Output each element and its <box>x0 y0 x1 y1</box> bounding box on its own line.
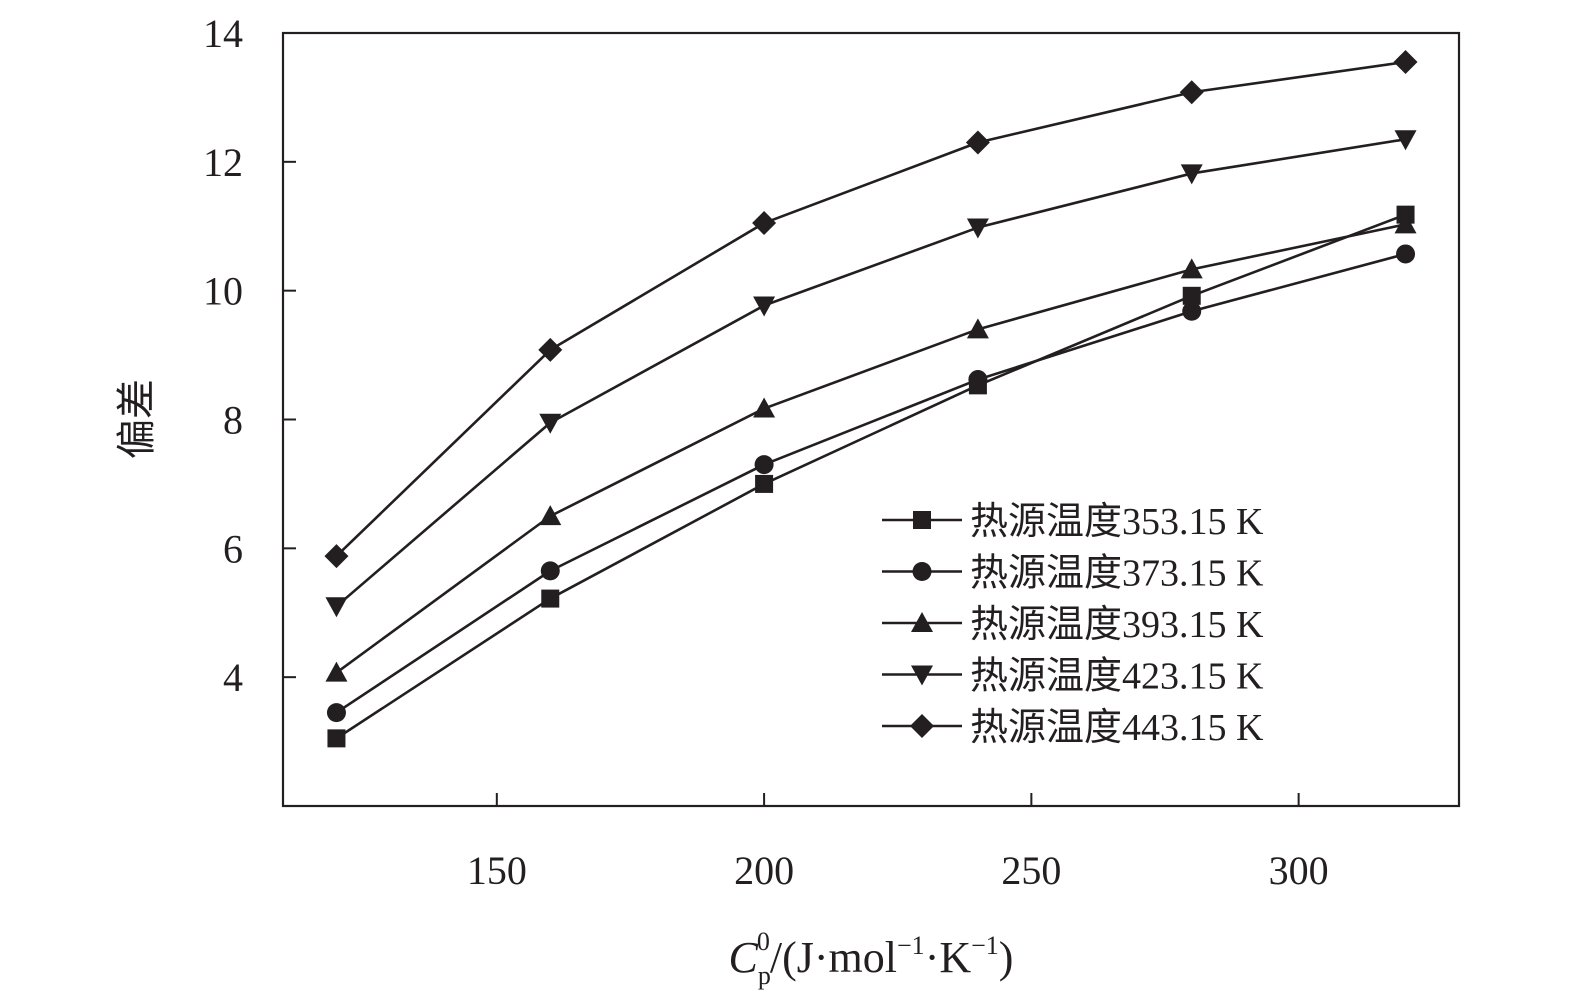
x-axis: 150 200 250 300 <box>467 793 1329 893</box>
data-point <box>1182 301 1202 321</box>
x-axis-label-exp1: −1 <box>897 931 925 960</box>
x-axis-label-unit-mid: ·K <box>925 933 972 982</box>
legend-marker <box>910 714 934 738</box>
data-point <box>1393 49 1418 74</box>
legend-label: 热源温度353.15 K <box>970 501 1264 543</box>
series-layer <box>324 49 1418 748</box>
data-point <box>1180 164 1203 185</box>
series-3 <box>325 213 1417 682</box>
data-point <box>538 337 563 362</box>
data-point <box>540 561 560 581</box>
data-point <box>327 729 346 748</box>
plot-frame <box>281 31 1461 808</box>
data-point <box>755 474 774 493</box>
data-point <box>966 218 989 239</box>
data-point <box>325 597 348 618</box>
x-tick-label: 300 <box>1269 848 1329 893</box>
data-point <box>1396 244 1416 264</box>
legend-label: 热源温度443.15 K <box>970 707 1264 749</box>
legend-item: 热源温度423.15 K <box>882 656 1264 698</box>
series-line <box>335 213 1407 740</box>
legend-marker <box>911 665 933 686</box>
legend-item: 热源温度373.15 K <box>882 553 1264 595</box>
data-point <box>1180 258 1203 279</box>
series-line <box>335 138 1406 608</box>
x-axis-label: Cp0/(J·mol−1·K−1) <box>729 927 1014 990</box>
series-4 <box>325 130 1417 618</box>
series-2 <box>326 244 1416 723</box>
x-axis-label-superscript: 0 <box>757 927 770 956</box>
series-line <box>335 223 1406 674</box>
x-tick-label: 200 <box>734 848 794 893</box>
data-point <box>1394 213 1417 234</box>
y-tick-label: 12 <box>203 140 243 185</box>
data-point <box>539 505 562 526</box>
legend-label: 热源温度393.15 K <box>970 604 1264 646</box>
data-point <box>754 455 774 475</box>
y-tick-label: 6 <box>223 526 243 571</box>
y-axis-label: 偏差 <box>114 379 159 459</box>
series-5 <box>324 49 1418 569</box>
data-point <box>965 130 990 155</box>
legend: 热源温度353.15 K 热源温度373.15 K 热源温度393.15 K 热源温度… <box>882 501 1264 749</box>
x-axis-label-unit-open: /(J·mol <box>770 933 897 982</box>
legend-marker <box>913 511 931 529</box>
y-tick-label: 8 <box>223 398 243 443</box>
x-tick-label: 250 <box>1001 848 1061 893</box>
y-axis: 4 6 8 10 12 14 <box>203 11 296 700</box>
y-tick-label: 4 <box>223 655 243 700</box>
data-point <box>541 589 560 608</box>
y-tick-label: 10 <box>203 269 243 314</box>
data-point <box>1394 130 1417 151</box>
series-line <box>335 252 1406 714</box>
data-point <box>324 544 349 569</box>
legend-label: 热源温度423.15 K <box>970 656 1264 698</box>
x-axis-label-symbol: C <box>729 933 759 982</box>
data-point <box>326 703 346 723</box>
legend-item: 热源温度393.15 K <box>882 604 1264 646</box>
data-point <box>752 211 777 236</box>
data-point <box>539 413 562 434</box>
y-tick-label: 14 <box>203 11 243 56</box>
data-point <box>325 661 348 682</box>
x-axis-label-subscript: p <box>758 961 771 990</box>
legend-marker <box>911 612 933 632</box>
data-point <box>753 296 776 317</box>
legend-item: 热源温度353.15 K <box>882 501 1264 543</box>
data-point <box>1182 286 1201 305</box>
data-point <box>966 318 989 339</box>
legend-item: 热源温度443.15 K <box>882 707 1264 749</box>
x-tick-label: 150 <box>467 848 527 893</box>
legend-label: 热源温度373.15 K <box>970 553 1264 595</box>
data-point <box>753 397 776 418</box>
series-line <box>335 60 1406 557</box>
legend-marker <box>912 562 932 581</box>
x-axis-label-exp2: −1 <box>971 931 999 960</box>
x-axis-label-unit-close: ) <box>999 933 1014 982</box>
data-point <box>968 370 988 390</box>
data-point <box>1179 80 1204 105</box>
